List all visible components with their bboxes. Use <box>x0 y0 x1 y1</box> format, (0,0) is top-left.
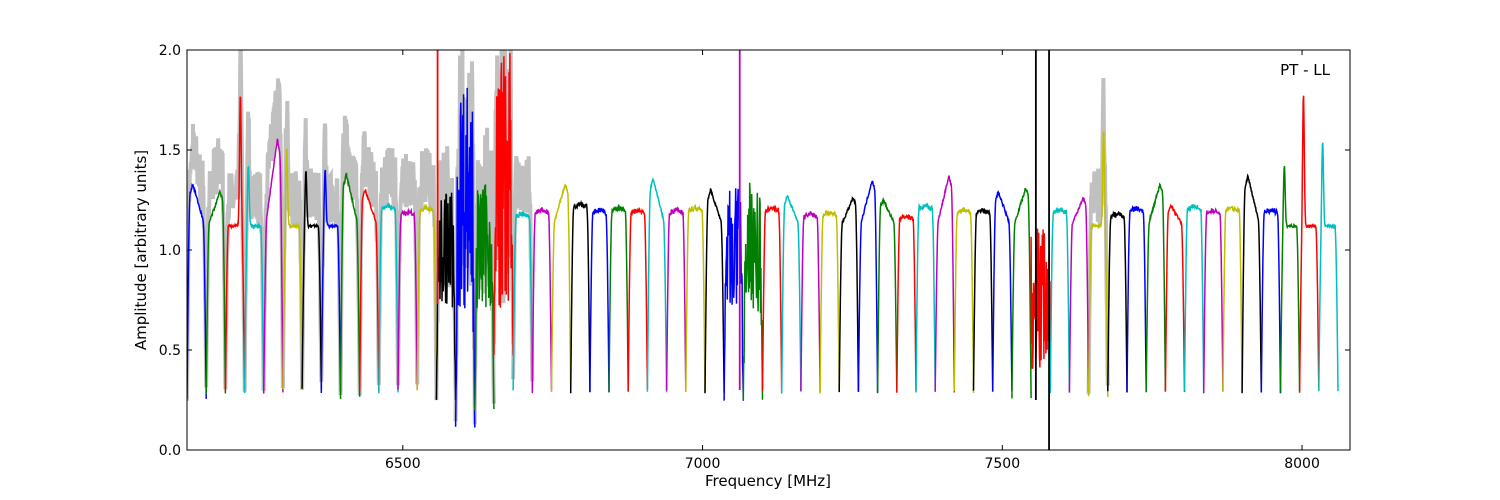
band-trace-31 <box>761 203 783 394</box>
uncalibrated-band-trace <box>357 131 381 388</box>
x-axis-label: Frequency [MHz] <box>705 472 831 490</box>
band-trace-19 <box>531 207 553 394</box>
x-tick-label: 8000 <box>1284 456 1320 472</box>
band-trace-52 <box>1164 203 1186 392</box>
band-trace-51 <box>1145 182 1167 393</box>
band-trace-53 <box>1183 204 1205 394</box>
polarization-annotation: PT - LL <box>1280 61 1331 79</box>
x-axis-ticks: 6500 7000 7500 8000 <box>385 50 1320 472</box>
band-trace-16 <box>474 184 495 411</box>
y-tick-label: 1.5 <box>159 143 181 159</box>
band-trace-27 <box>685 203 706 393</box>
band-trace-35 <box>838 196 860 393</box>
x-tick-label: 7500 <box>984 456 1020 472</box>
band-trace-54 <box>1202 207 1224 394</box>
series-layer <box>187 50 1339 450</box>
uncalibrated-band-trace <box>511 156 535 382</box>
band-trace-43 <box>991 189 1013 392</box>
y-axis-ticks: 0.0 0.5 1.0 1.5 2.0 <box>159 43 1350 459</box>
uncalibrated-band-trace <box>338 115 362 396</box>
band-trace-34 <box>819 209 840 394</box>
band-trace-17 <box>493 53 514 356</box>
band-trace-10 <box>358 189 380 392</box>
band-trace-23 <box>608 204 629 392</box>
y-tick-label: 0.5 <box>159 343 181 359</box>
uncalibrated-band-trace <box>204 138 228 390</box>
band-trace-13 <box>416 203 438 391</box>
band-trace-14 <box>435 192 457 400</box>
band-trace-46 <box>1049 206 1071 394</box>
band-trace-57 <box>1260 207 1282 394</box>
band-trace-38 <box>896 213 917 393</box>
uncalibrated-band-trace <box>376 147 400 386</box>
uncalibrated-band-trace <box>415 148 439 387</box>
band-trace-28 <box>704 187 725 394</box>
x-tick-label: 7000 <box>685 456 721 472</box>
band-trace-15 <box>454 87 476 428</box>
band-trace-21 <box>569 199 591 394</box>
band-trace-44 <box>1011 188 1032 399</box>
band-trace-50 <box>1126 204 1147 392</box>
uncalibrated-band-trace <box>491 50 516 345</box>
band-trace-7 <box>301 171 323 390</box>
y-tick-label: 1.0 <box>159 243 181 259</box>
band-trace-56 <box>1241 173 1263 394</box>
band-trace-45 <box>1030 228 1052 370</box>
band-trace-24 <box>627 207 649 391</box>
band-trace-49 <box>1107 210 1128 393</box>
uncalibrated-band-trace <box>396 153 420 385</box>
band-trace-40 <box>934 175 956 393</box>
uncalibrated-band-trace <box>261 78 285 391</box>
uncalibrated-band-trace <box>187 123 209 401</box>
band-trace-30 <box>742 182 764 401</box>
band-trace-5 <box>262 138 284 394</box>
band-trace-3 <box>224 96 246 391</box>
band-trace-6 <box>282 148 303 390</box>
band-trace-60 <box>1318 142 1339 392</box>
band-trace-20 <box>550 183 572 393</box>
band-trace-1 <box>187 182 207 399</box>
uncalibrated-band-trace <box>472 127 496 406</box>
band-trace-22 <box>589 207 610 393</box>
band-trace-32 <box>780 195 802 394</box>
band-trace-8 <box>320 169 342 394</box>
band-trace-4 <box>243 165 265 394</box>
band-trace-39 <box>915 201 936 393</box>
band-trace-9 <box>339 172 361 400</box>
band-trace-26 <box>665 206 687 392</box>
band-trace-36 <box>857 180 879 393</box>
band-trace-25 <box>646 177 668 393</box>
band-trace-37 <box>876 197 898 394</box>
band-trace-33 <box>800 211 821 393</box>
y-axis-label: Amplitude [arbitrary units] <box>132 150 150 350</box>
band-trace-59 <box>1298 95 1320 392</box>
band-trace-58 <box>1279 165 1301 393</box>
uncalibrated-band-trace <box>300 118 324 390</box>
band-trace-11 <box>378 202 399 394</box>
uncalibrated-band-trace <box>242 111 266 393</box>
band-trace-47 <box>1068 197 1090 393</box>
x-tick-label: 6500 <box>385 456 421 472</box>
band-trace-55 <box>1222 205 1243 394</box>
band-trace-42 <box>972 207 994 391</box>
band-trace-41 <box>953 207 975 394</box>
uncalibrated-band-trace <box>319 123 343 391</box>
y-tick-label: 0.0 <box>159 443 181 459</box>
band-trace-48 <box>1087 131 1109 398</box>
y-tick-label: 2.0 <box>159 43 181 59</box>
band-trace-12 <box>397 207 418 390</box>
band-trace-2 <box>205 188 227 395</box>
band-trace-18 <box>512 210 534 391</box>
